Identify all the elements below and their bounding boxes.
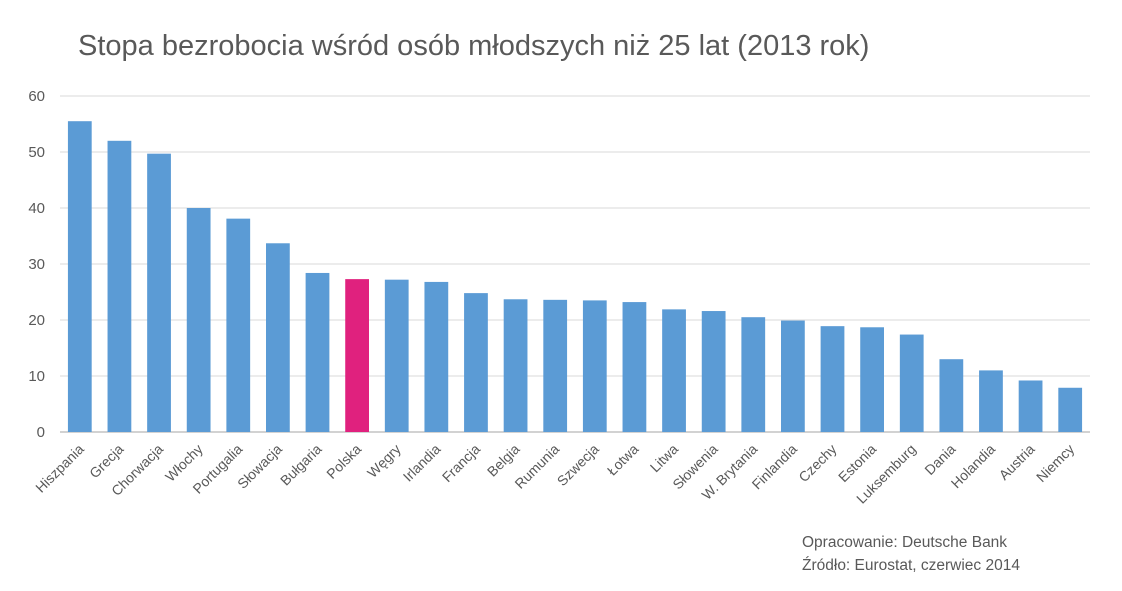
y-tick-label: 60 [28, 88, 45, 105]
bar [979, 370, 1003, 432]
bar [147, 153, 171, 432]
y-tick-label: 0 [37, 424, 45, 441]
bar [226, 218, 251, 432]
x-tick-label: Dania [921, 441, 958, 478]
bar [424, 281, 449, 432]
bar [899, 334, 924, 432]
x-tick-label: Francja [439, 441, 483, 485]
bar [781, 320, 805, 432]
bar [384, 279, 409, 432]
source-reference: Źródło: Eurostat, czerwiec 2014 [802, 557, 1020, 574]
bar [464, 293, 488, 432]
x-tick-label: Szwecja [554, 441, 602, 489]
bar [662, 309, 686, 432]
y-tick-label: 10 [28, 368, 45, 385]
bar [107, 140, 132, 433]
x-tick-label: Bułgaria [277, 441, 325, 489]
bar [67, 121, 92, 432]
x-tick-label: Litwa [647, 441, 682, 476]
bar [939, 359, 964, 432]
x-tick-label: Łotwa [604, 441, 642, 479]
y-tick-label: 30 [28, 256, 45, 273]
bar [860, 327, 884, 432]
y-tick-label: 20 [28, 312, 45, 329]
x-tick-label: Austria [996, 441, 1038, 483]
bar [741, 317, 766, 432]
bar [186, 208, 211, 432]
source-credit: Opracowanie: Deutsche Bank [802, 534, 1008, 551]
bar [701, 311, 726, 432]
bar [582, 300, 607, 432]
x-tick-label: Holandia [948, 441, 999, 492]
x-tick-label: Irlandia [400, 441, 444, 485]
y-tick-label: 50 [28, 144, 45, 161]
chart-title: Stopa bezrobocia wśród osób młodszych ni… [78, 30, 870, 62]
x-tick-label: Polska [323, 441, 364, 482]
bar [1018, 380, 1043, 432]
bar [266, 243, 290, 432]
bar [622, 302, 647, 432]
x-tick-label: Słowacja [234, 441, 285, 492]
bar [503, 299, 528, 432]
x-tick-label: Czechy [795, 441, 839, 485]
x-tick-label: Węgry [364, 441, 404, 481]
bar [305, 272, 330, 432]
bar [820, 326, 845, 432]
x-tick-label: Hiszpania [32, 441, 87, 496]
bar [543, 299, 568, 432]
x-tick-label: Rumunia [511, 441, 562, 492]
bar [345, 279, 369, 432]
x-tick-label: Niemcy [1033, 441, 1077, 485]
bar [1058, 387, 1083, 432]
y-tick-label: 40 [28, 200, 45, 217]
